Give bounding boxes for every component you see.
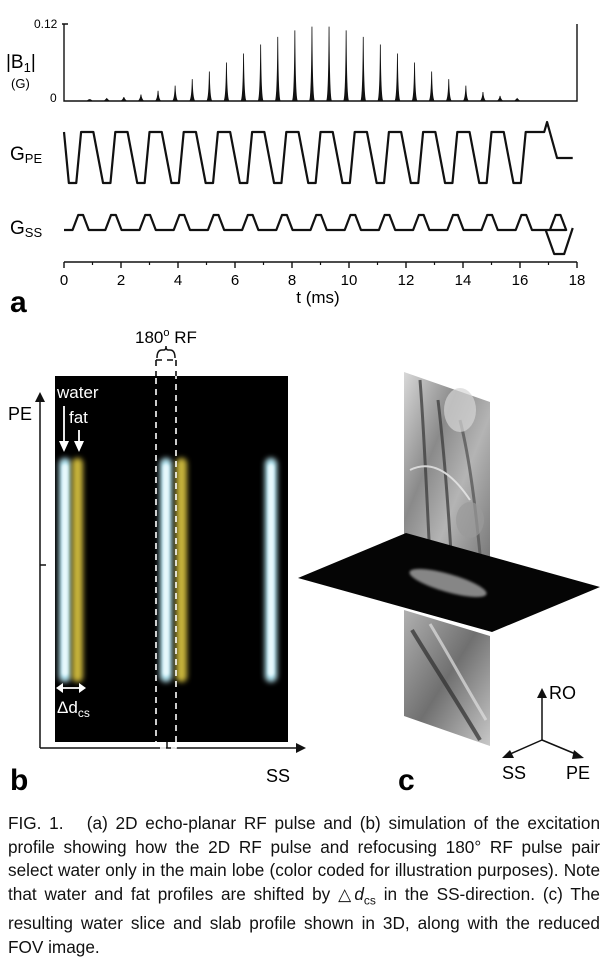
time-axis-tick-label: 4 [174,272,182,289]
gss-waveform [64,213,574,256]
water-arrowhead [59,441,69,452]
panel-c-label: c [398,764,415,797]
time-axis-tick-label: 12 [398,272,415,289]
b1-pulse [291,30,299,102]
b1-pulses [86,26,521,102]
caption-fig-label: FIG. 1. [8,813,64,833]
b1-pulse [222,62,231,102]
time-axis-tick-label: 8 [288,272,296,289]
b1-pulse [393,53,402,102]
ss3d-axis [507,739,543,756]
time-axis-tick-label: 14 [455,272,472,289]
b1-pulse [462,85,470,102]
ro-arrowhead [537,688,547,698]
b1-pulse [120,97,128,102]
gpe-waveform [62,120,573,185]
water-profile-center-core [163,464,169,676]
b1-pulse [154,90,162,102]
sagittal-anatomy-lower [410,623,488,742]
b1-ylabel: |B1| [6,52,36,75]
slab-slice-highlight [409,568,487,598]
panel-a: |B1| (G) 0.12 0 GPE GSS 0 2 4 6 8 10 12 14 16 18 … [6,17,585,319]
ss3d-arrowhead [502,750,514,758]
fat-arrowhead [74,441,84,452]
water-label: water [56,383,99,402]
fat-profile-left [72,458,83,682]
panel-b-label: b [10,764,28,797]
ss-axis-label: SS [266,766,290,786]
rf-180-label: 180o RF [135,327,197,347]
b1-pulse [86,99,94,102]
delta-dcs-label: Δdcs [57,698,90,720]
b1-pulse [325,26,333,102]
b1-pulse [513,97,521,102]
b1-unit: (G) [11,76,30,91]
b1-ytick-top: 0.12 [34,17,58,31]
delta-dcs-arrowhead-right [79,683,86,693]
panel-b: PE SS 180o RF water fat [8,327,306,797]
time-axis-tick-label: 16 [512,272,529,289]
panel-c: RO SS PE c [298,372,600,797]
fat-profile-center [176,458,187,682]
time-axis-tick-label: 10 [341,272,358,289]
pe-axis-label: PE [8,404,32,424]
time-axis: 0 2 4 6 8 10 12 14 16 18 [60,261,586,289]
pe-axis-arrowhead [35,392,45,402]
ss3d-label: SS [502,763,526,783]
b1-pulse [342,30,350,102]
time-axis-tick-label: 2 [117,272,125,289]
water-profile-left-core [62,464,68,676]
caption-dcs: d [354,883,364,904]
caption-text-part2: in the SS-direction. (c) The resulting w… [8,883,600,957]
b1-pulse [445,79,453,102]
pe3d-label: PE [566,763,590,783]
time-axis-tick-label: 6 [231,272,239,289]
caption-text-part1: (a) 2D echo-planar RF pulse and (b) simu… [8,813,601,904]
b1-ytick-zero: 0 [50,91,57,105]
b1-pulse [359,36,367,102]
b1-pulse [137,94,145,102]
b1-pulse [103,97,111,102]
gss-label: GSS [10,218,42,240]
b1-pulse [257,44,265,102]
figure: |B1| (G) 0.12 0 GPE GSS 0 2 4 6 8 10 12 14 16 18 … [6,17,600,797]
b1-axes [62,23,578,102]
ss-axis-arrowhead [296,743,306,753]
b1-pulse [171,85,179,102]
panel-a-label: a [10,286,27,319]
b1-pulse [479,91,487,102]
b1-pulse [274,36,282,102]
sagittal-detail-2 [456,502,484,538]
sagittal-detail [444,388,476,432]
b1-pulse [428,71,436,102]
pe3d-arrowhead [572,750,584,759]
b1-pulse [308,26,316,102]
gpe-label: GPE [10,144,42,166]
rf-180-window-top [155,359,177,376]
time-axis-label: t (ms) [296,288,339,307]
b1-pulse [376,44,384,102]
time-axis-tick-label: 0 [60,272,68,289]
b1-pulse [188,79,196,102]
ro-label: RO [549,683,576,703]
caption-dcs-sub: cs [363,892,376,907]
figure-caption: FIG. 1. (a) 2D echo-planar RF pulse and … [8,812,600,959]
b1-pulse [496,95,504,102]
delta-dcs-arrowhead-left [56,683,63,693]
time-axis-tick-label: 18 [569,272,586,289]
b1-pulse [239,53,248,102]
b1-pulse [205,71,213,102]
rf-brace [156,345,176,359]
sagittal-image-lower [404,610,490,746]
fat-label: fat [69,408,88,427]
rf-180-window [155,359,177,749]
pe3d-axis [541,739,579,756]
water-profile-right-core [268,464,274,676]
b1-pulse [410,62,419,102]
